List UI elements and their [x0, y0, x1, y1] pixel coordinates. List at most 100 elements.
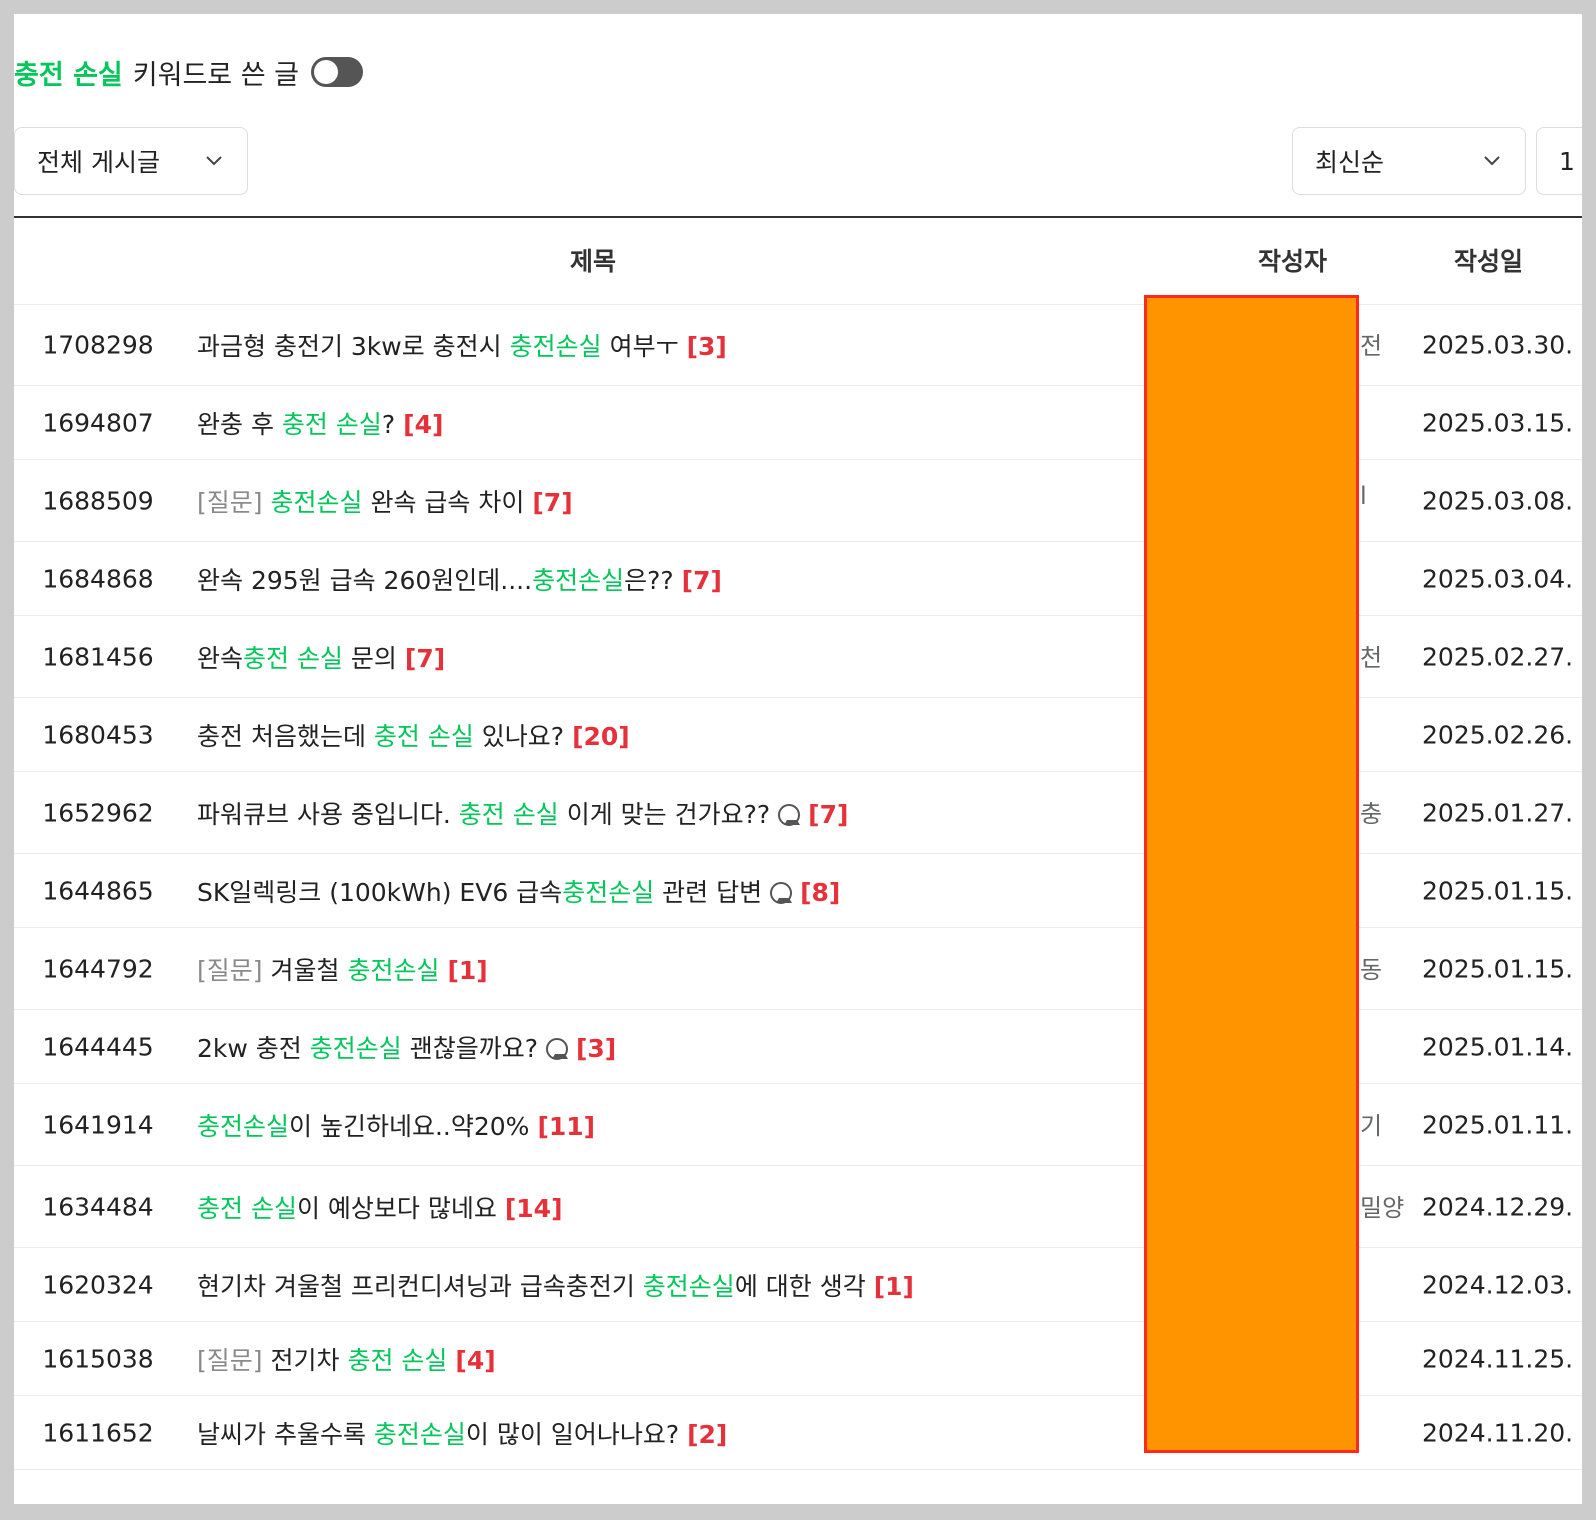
author-name-partial[interactable]: 기: [1360, 1112, 1383, 1140]
table-row: 1641914 충전손실이 높긴하네요..약20% [11] 기 2025.01.11.: [14, 1084, 1582, 1166]
article-number: 1620324: [42, 1270, 154, 1299]
chevron-down-icon: [1481, 150, 1503, 172]
table-row: 1680453 충전 처음했는데 충전 손실 있나요? [20] 2025.02.26…: [14, 698, 1582, 772]
keyword-highlight: 충전손실: [270, 487, 363, 517]
article-date: 2025.01.11.: [1422, 1110, 1574, 1139]
article-title-link[interactable]: 날씨가 추울수록 충전손실이 많이 일어나나요? [2]: [197, 1419, 728, 1449]
keyword-highlight: 충전 손실: [281, 409, 382, 439]
comment-count[interactable]: [7]: [681, 565, 722, 595]
comment-count[interactable]: [11]: [537, 1111, 596, 1141]
article-date: 2025.03.15.: [1422, 408, 1574, 437]
article-date: 2024.11.25.: [1422, 1344, 1574, 1373]
article-title-link[interactable]: 완속 295원 급속 260원인데....충전손실은?? [7]: [197, 565, 722, 595]
comment-count[interactable]: [7]: [808, 799, 849, 829]
article-title-link[interactable]: [질문] 겨울철 충전손실 [1]: [197, 955, 488, 985]
comment-count[interactable]: [1]: [447, 955, 488, 985]
article-date: 2025.02.27.: [1422, 642, 1574, 671]
author-name-partial[interactable]: 천: [1360, 644, 1383, 672]
keyword-highlight: 충전 손실: [458, 799, 559, 829]
article-title-link[interactable]: 완속충전 손실 문의 [7]: [197, 643, 446, 673]
board-filter-dropdown[interactable]: 전체 게시글: [14, 127, 248, 195]
article-number: 1644445: [42, 1032, 154, 1061]
article-title-link[interactable]: [질문] 충전손실 완속 급속 차이 [7]: [197, 487, 573, 517]
table-header: 제목 작성자 작성일: [14, 218, 1582, 305]
article-number: 1694807: [42, 408, 154, 437]
author-name-partial[interactable]: 충: [1360, 800, 1383, 828]
board-filter-label: 전체 게시글: [37, 148, 160, 177]
table-row: 1620324 현기차 겨울철 프리컨디셔닝과 급속충전기 충전손실에 대한 생각…: [14, 1248, 1582, 1322]
author-name-partial[interactable]: 밀양: [1360, 1194, 1405, 1222]
page-size-label: 1: [1559, 146, 1575, 176]
author-redaction: [1144, 295, 1359, 1453]
keyword-toggle[interactable]: [310, 57, 363, 87]
comment-count[interactable]: [7]: [404, 643, 446, 673]
article-number: 1652962: [42, 798, 154, 827]
keyword-highlight: 충전 손실: [197, 1193, 297, 1223]
sort-label: 최신순: [1315, 148, 1385, 177]
article-title-link[interactable]: SK일렉링크 (100kWh) EV6 급속충전손실 관련 답변 [8]: [197, 877, 841, 907]
keyword-suffix: 키워드로 쓴 글: [132, 59, 299, 91]
table-row: 1684868 완속 295원 급속 260원인데....충전손실은?? [7] 20…: [14, 542, 1582, 616]
article-title-link[interactable]: 현기차 겨울철 프리컨디셔닝과 급속충전기 충전손실에 대한 생각 [1]: [197, 1271, 914, 1301]
comment-count[interactable]: [2]: [687, 1419, 728, 1449]
keyword-highlight: 충전손실: [532, 565, 625, 595]
comment-count[interactable]: [14]: [504, 1193, 563, 1223]
article-number: 1684868: [42, 564, 154, 593]
article-date: 2025.01.14.: [1422, 1032, 1574, 1061]
article-title-link[interactable]: 완충 후 충전 손실? [4]: [197, 409, 444, 439]
table-row: 1634484 충전 손실이 예상보다 많네요 [14] 밀양 2024.12.29.: [14, 1166, 1582, 1248]
title-prefix: [질문]: [197, 487, 263, 517]
article-date: 2025.01.15.: [1422, 954, 1574, 983]
sort-dropdown[interactable]: 최신순: [1292, 127, 1526, 195]
article-title-link[interactable]: 충전 처음했는데 충전 손실 있나요? [20]: [197, 721, 630, 751]
keyword-label: 충전 손실: [14, 59, 123, 91]
article-number: 1611652: [42, 1418, 154, 1447]
table-row: 1615038 [질문] 전기차 충전 손실 [4] 2024.11.25.: [14, 1322, 1582, 1396]
article-number: 1615038: [42, 1344, 154, 1373]
comment-count[interactable]: [3]: [686, 331, 727, 361]
comment-count[interactable]: [7]: [532, 487, 573, 517]
article-title-link[interactable]: 2kw 충전 충전손실 괜찮을까요? [3]: [197, 1033, 617, 1063]
image-attached-icon: [770, 881, 793, 904]
article-date: 2025.01.15.: [1422, 876, 1574, 905]
article-date: 2025.03.30.: [1422, 330, 1574, 359]
article-number: 1641914: [42, 1110, 154, 1139]
comment-count[interactable]: [4]: [403, 409, 444, 439]
page-size-dropdown[interactable]: 1: [1536, 127, 1582, 195]
article-title-link[interactable]: 충전손실이 높긴하네요..약20% [11]: [197, 1111, 596, 1141]
table-divider: [14, 216, 1582, 218]
article-title-link[interactable]: 과금형 충전기 3kw로 충전시 충전손실 여부ㅜ [3]: [197, 331, 727, 361]
keyword-header: 충전 손실 키워드로 쓴 글: [14, 54, 363, 91]
comment-count[interactable]: [4]: [455, 1345, 496, 1375]
keyword-highlight: 충전손실: [347, 955, 440, 985]
article-date: 2024.11.20.: [1422, 1418, 1574, 1447]
article-title-link[interactable]: [질문] 전기차 충전 손실 [4]: [197, 1345, 496, 1375]
comment-count[interactable]: [1]: [873, 1271, 914, 1301]
table-row: 1652962 파워큐브 사용 중입니다. 충전 손실 이게 맞는 건가요?? [7…: [14, 772, 1582, 854]
author-name-partial[interactable]: 전: [1360, 332, 1383, 360]
comment-count[interactable]: [8]: [800, 877, 841, 907]
title-prefix: [질문]: [197, 1345, 263, 1375]
article-title-link[interactable]: 충전 손실이 예상보다 많네요 [14]: [197, 1193, 563, 1223]
comment-count[interactable]: [3]: [575, 1033, 617, 1063]
keyword-highlight: 충전손실: [197, 1111, 290, 1141]
article-number: 1644792: [42, 954, 154, 983]
author-name-partial[interactable]: l: [1360, 482, 1367, 510]
table-row: 1611652 날씨가 추울수록 충전손실이 많이 일어나나요? [2] 2024.1…: [14, 1396, 1582, 1470]
toggle-knob: [313, 60, 338, 84]
comment-count[interactable]: [20]: [572, 721, 630, 751]
article-title-link[interactable]: 파워큐브 사용 중입니다. 충전 손실 이게 맞는 건가요?? [7]: [197, 799, 849, 829]
keyword-highlight: 충전손실: [373, 1419, 466, 1449]
keyword-highlight: 충전 손실: [347, 1345, 448, 1375]
image-attached-icon: [545, 1037, 568, 1060]
chevron-down-icon: [203, 150, 225, 172]
article-number: 1708298: [42, 330, 154, 359]
search-results-panel: 충전 손실 키워드로 쓴 글 전체 게시글 최신순 1 제목 작성자 작성일 1…: [14, 14, 1582, 1504]
author-name-partial[interactable]: 동: [1360, 956, 1383, 984]
column-header-title: 제목: [570, 247, 617, 276]
keyword-highlight: 충전손실: [642, 1271, 735, 1301]
keyword-highlight: 충전 손실: [373, 721, 474, 751]
article-date: 2024.12.29.: [1422, 1192, 1574, 1221]
table-row: 1644445 2kw 충전 충전손실 괜찮을까요? [3] 2025.01.14.: [14, 1010, 1582, 1084]
article-number: 1644865: [42, 876, 154, 905]
